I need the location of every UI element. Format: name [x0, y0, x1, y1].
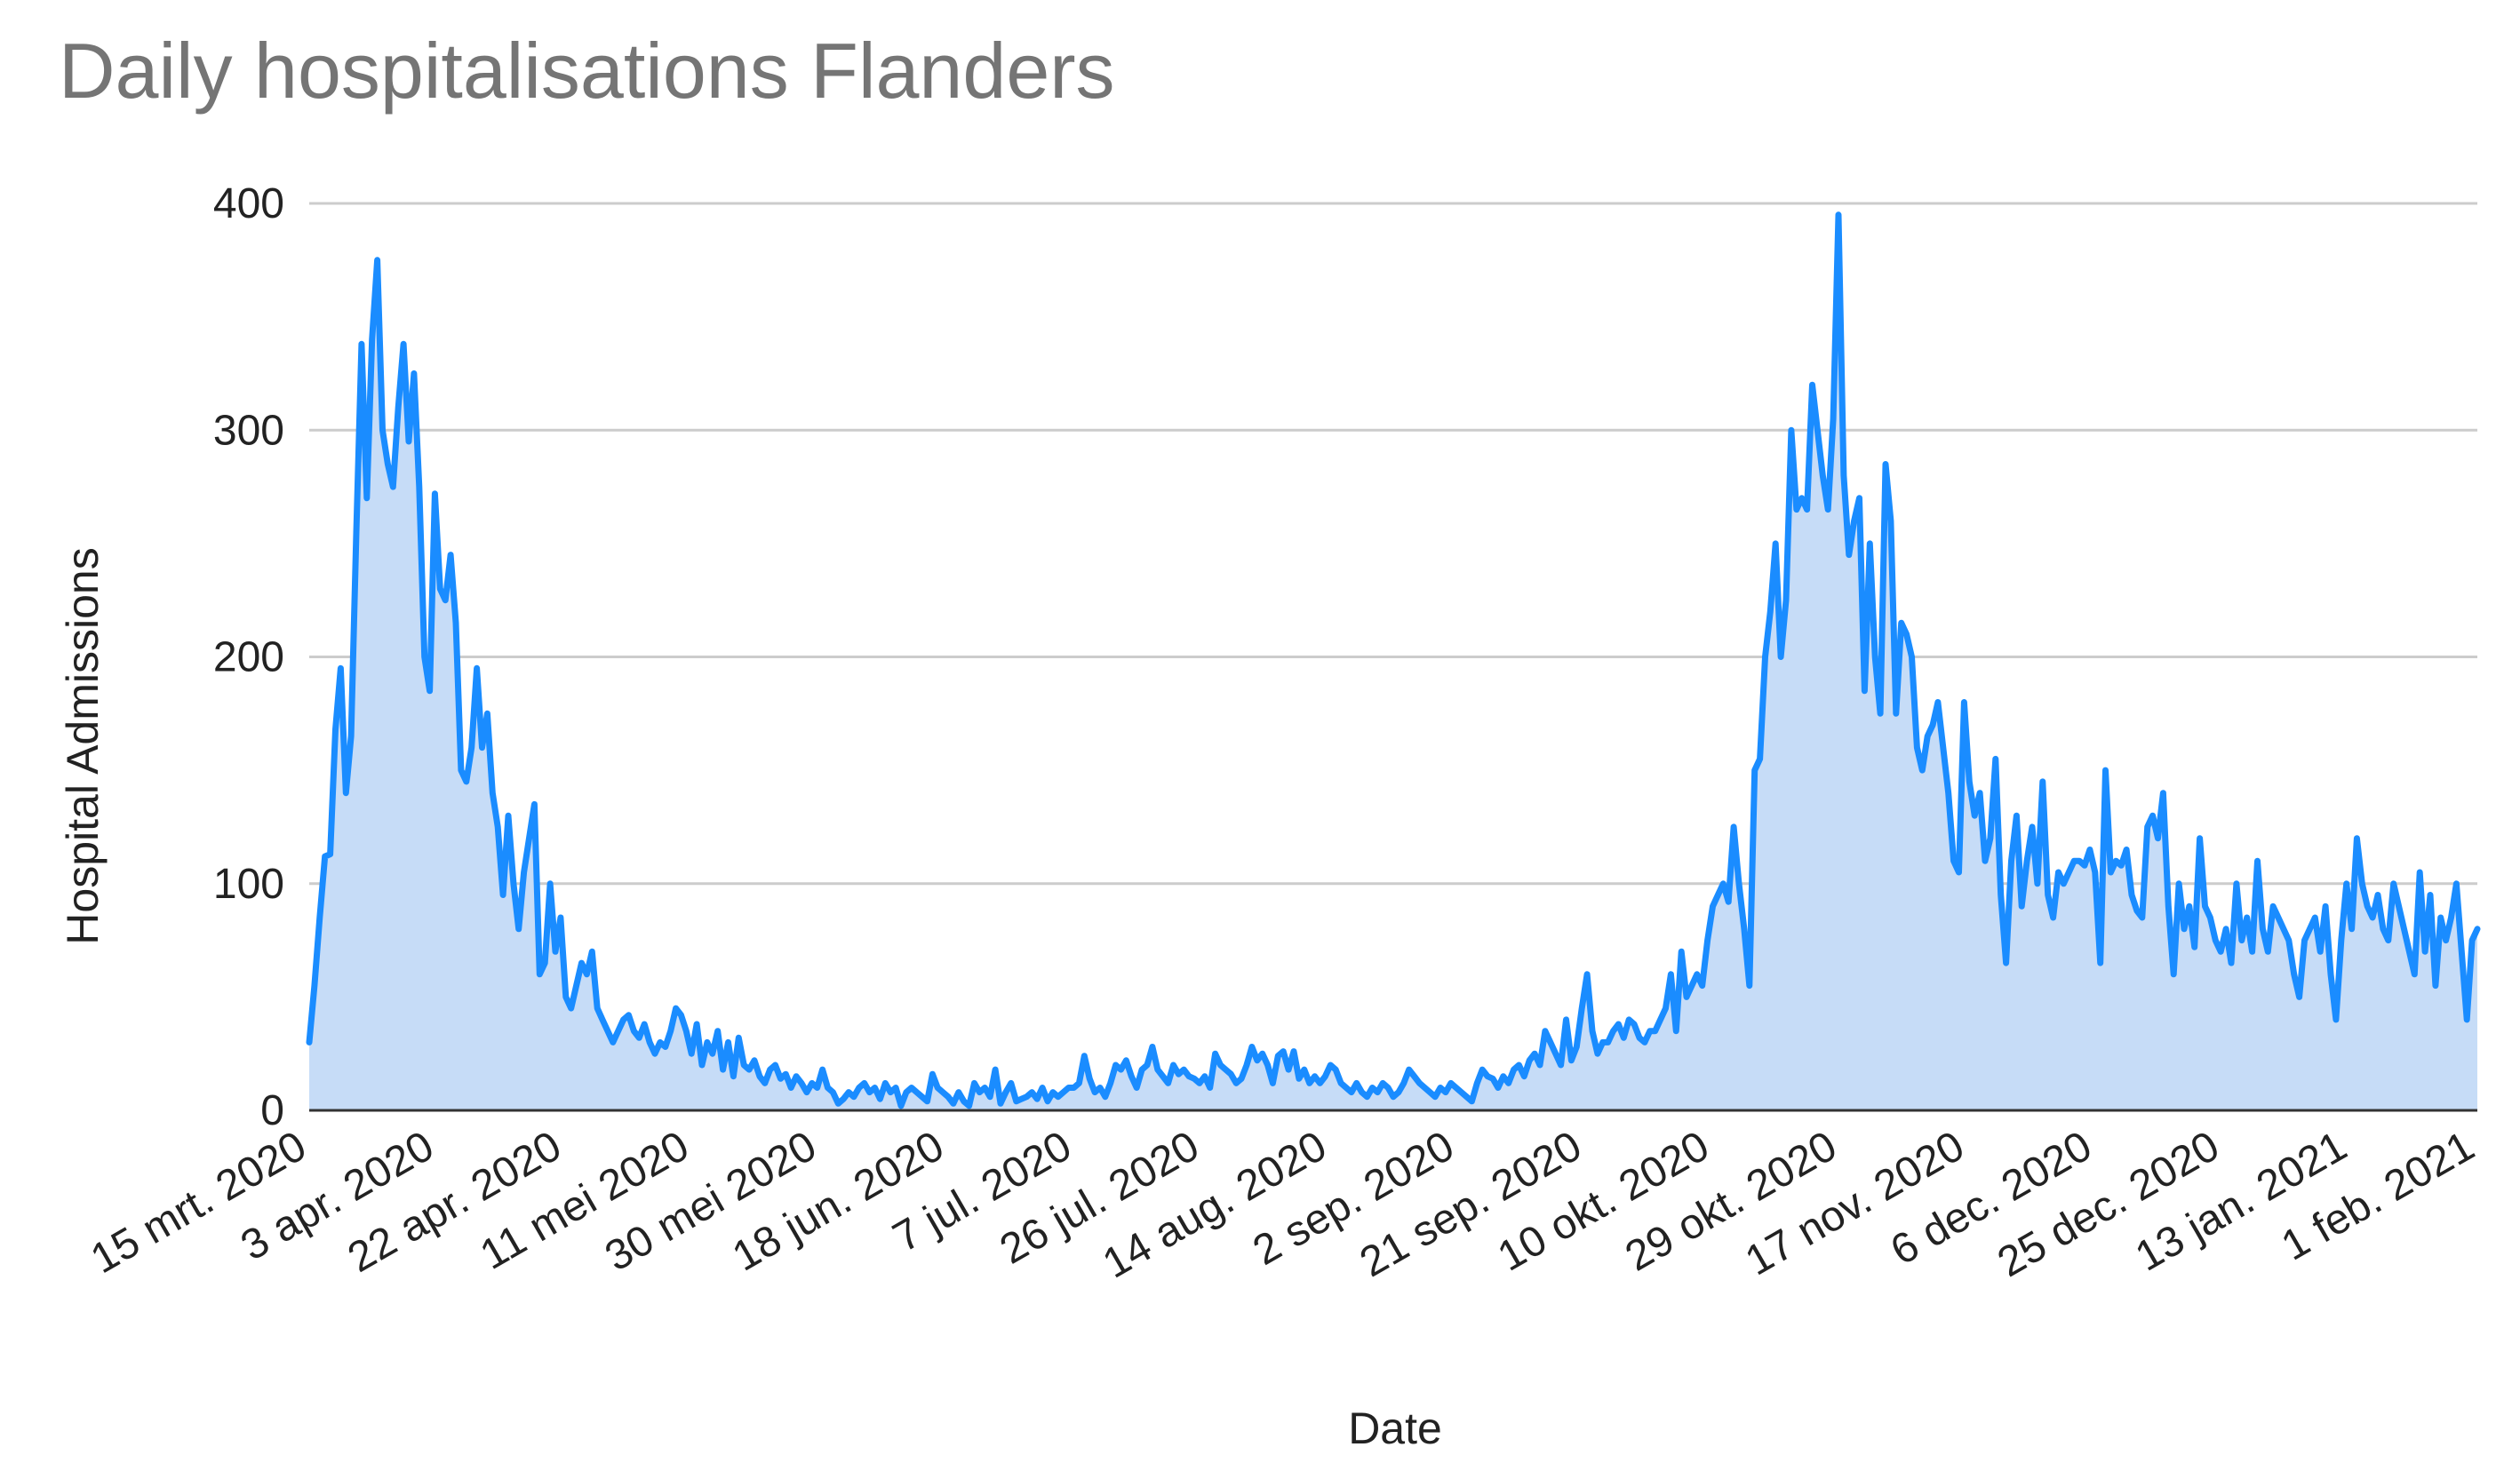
y-tick-label: 200 — [213, 634, 284, 681]
area-layer — [306, 211, 2481, 1112]
series-area — [309, 214, 2477, 1111]
series-line — [306, 211, 2481, 1109]
x-axis-title: Date — [1348, 1403, 1442, 1453]
y-tick-label: 300 — [213, 407, 284, 454]
y-tick-label: 100 — [213, 861, 284, 908]
y-tick-label: 400 — [213, 180, 284, 227]
y-axis-ticks: 0 100 200 300 400 — [213, 180, 284, 1134]
chart-title: Daily hospitalisations Flanders — [59, 27, 1115, 115]
y-axis-title: Hospital Admissions — [58, 547, 108, 944]
y-tick-label: 0 — [260, 1087, 284, 1134]
